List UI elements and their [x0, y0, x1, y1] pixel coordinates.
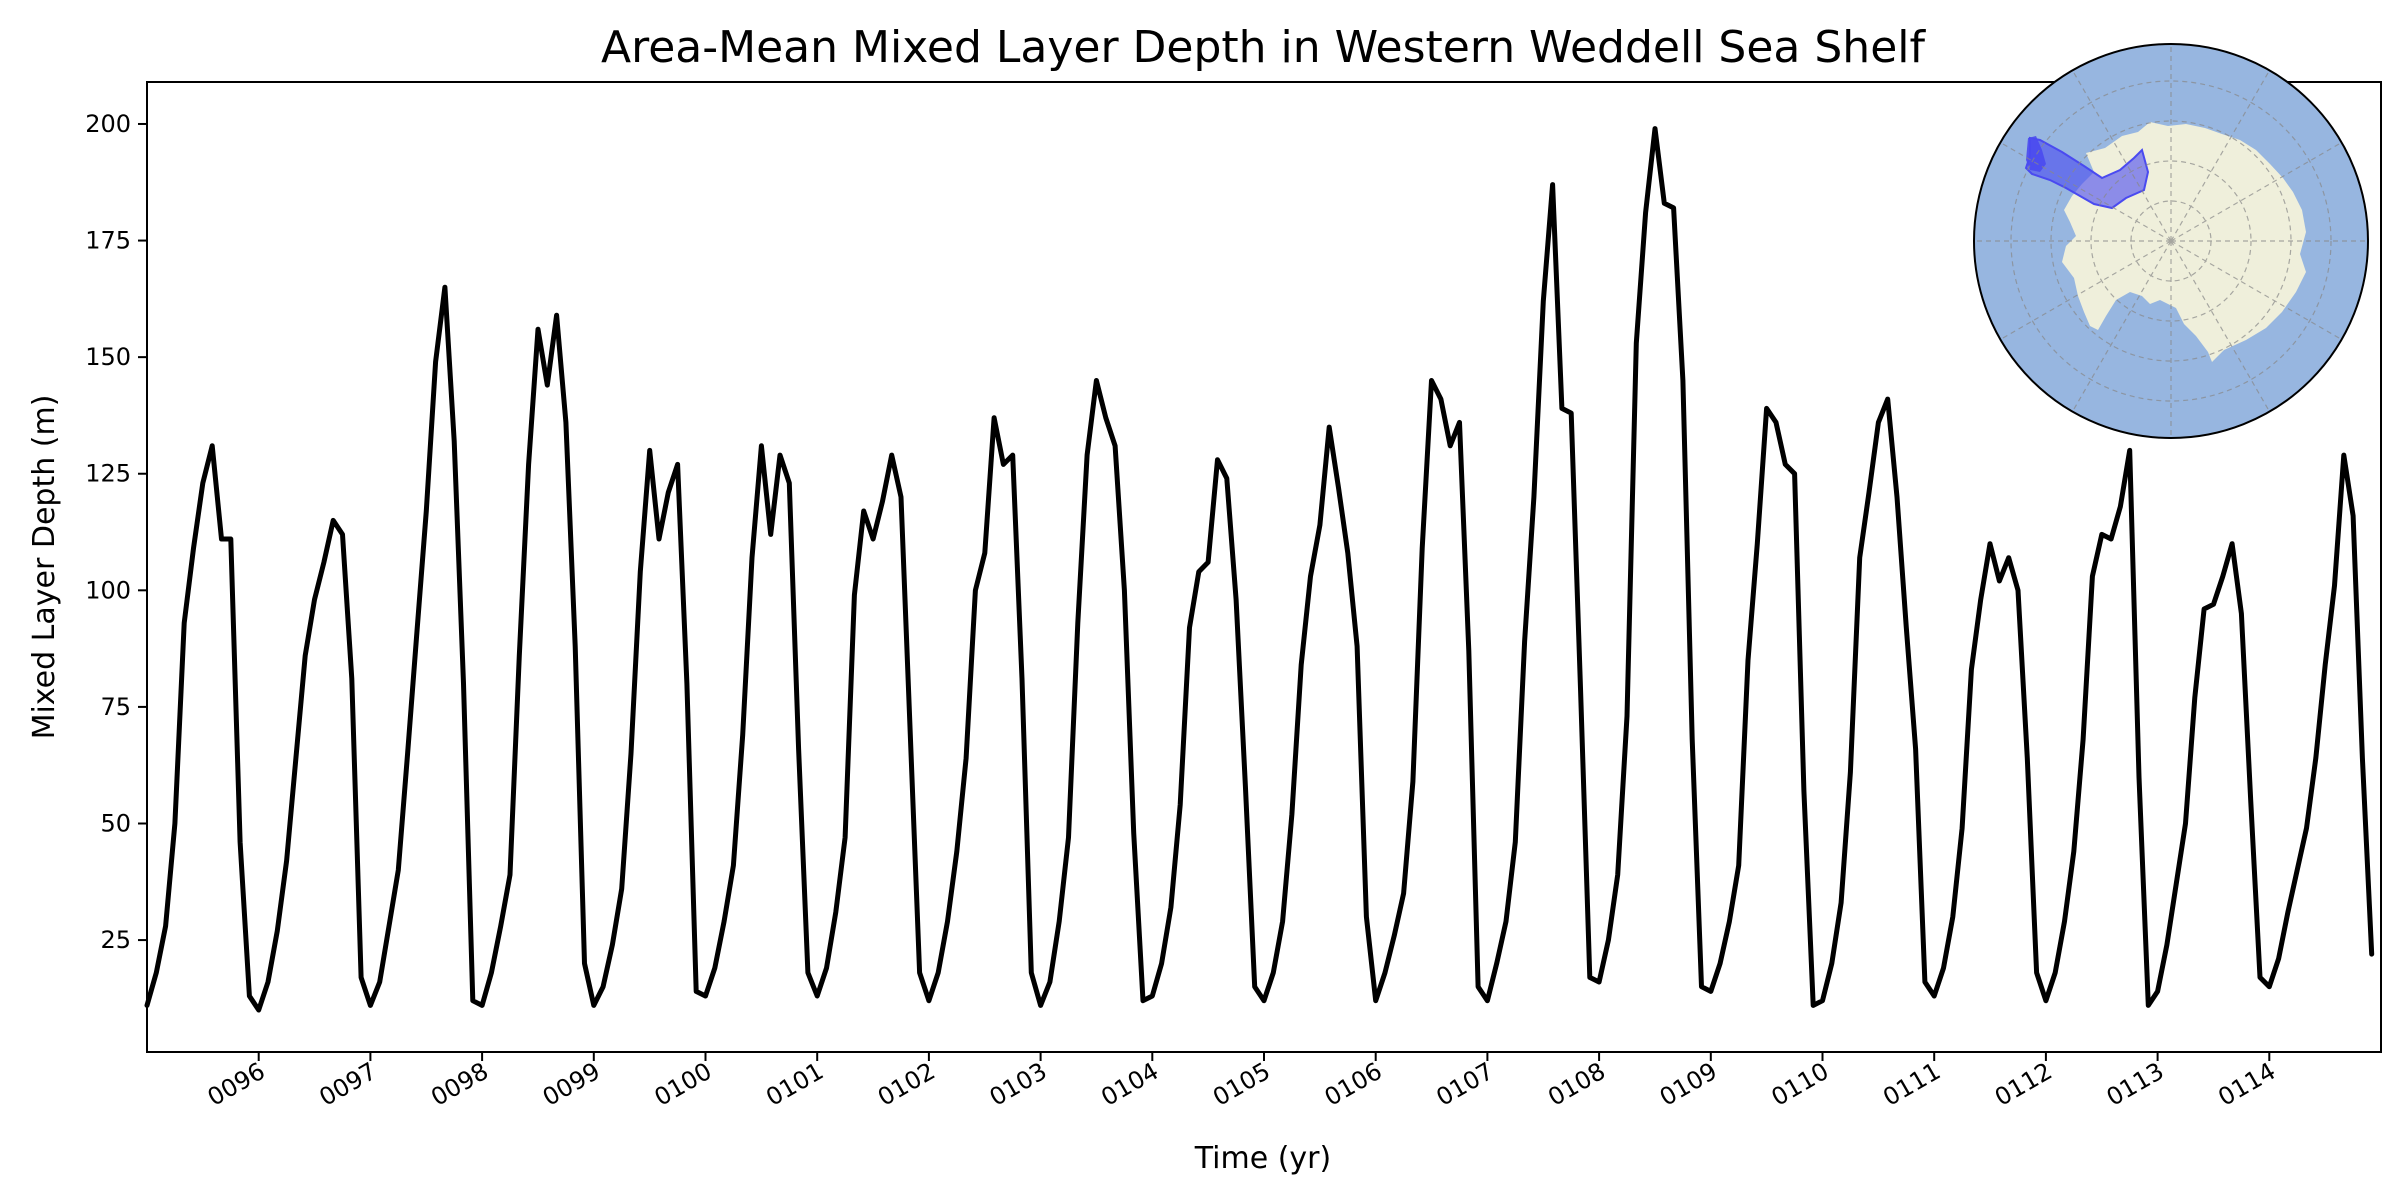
- x-tick-label: 0103: [985, 1057, 1052, 1112]
- y-tick-label: 75: [100, 693, 131, 721]
- latitude-line: [2090, 160, 2252, 322]
- mld-series-line: [144, 126, 2375, 1013]
- x-tick-label: 0109: [1655, 1057, 1722, 1112]
- antarctica-inset-map: [1973, 43, 2369, 439]
- longitude-line: [1997, 240, 2172, 342]
- x-axis: 0096 0097 0098 0099 0100 0101 0102 0103 0104 0105…: [203, 1052, 2280, 1112]
- weddell-shelf-region: [2024, 136, 2150, 210]
- x-tick-label: 0113: [2102, 1057, 2169, 1112]
- x-tick-label: 0100: [650, 1057, 717, 1112]
- x-axis-label: Time (yr): [1194, 1141, 1331, 1176]
- y-tick-label: 150: [85, 343, 131, 371]
- x-tick-label: 0106: [1320, 1057, 1387, 1112]
- y-axis: 25 50 75 100 125 150 175 200: [85, 110, 147, 954]
- x-tick-label: 0096: [203, 1057, 270, 1112]
- longitude-line: [2070, 67, 2172, 242]
- map-border: [1973, 43, 2369, 439]
- longitude-line: [2170, 140, 2345, 242]
- x-tick-label: 0099: [538, 1057, 605, 1112]
- y-tick-label: 200: [85, 110, 131, 138]
- latitude-line: [2010, 80, 2332, 402]
- x-tick-label: 0102: [873, 1057, 940, 1112]
- y-tick-label: 100: [85, 576, 131, 604]
- chart-title: Area-Mean Mixed Layer Depth in Western W…: [601, 22, 1926, 73]
- longitude-line: [2070, 240, 2172, 415]
- x-tick-label: 0110: [1767, 1057, 1834, 1112]
- graticule: [1974, 44, 2368, 438]
- x-tick-label: 0101: [761, 1057, 828, 1112]
- x-tick-label: 0111: [1878, 1057, 1945, 1112]
- y-tick-label: 125: [85, 460, 131, 488]
- x-tick-label: 0098: [426, 1057, 493, 1112]
- x-tick-label: 0104: [1096, 1057, 1163, 1112]
- y-tick-label: 175: [85, 227, 131, 255]
- x-tick-label: 0114: [2213, 1057, 2280, 1112]
- y-tick-label: 50: [100, 809, 131, 837]
- antarctic-peninsula: [2026, 136, 2046, 172]
- x-tick-label: 0105: [1208, 1057, 1275, 1112]
- longitude-line: [2170, 240, 2345, 342]
- longitude-line: [2170, 240, 2272, 415]
- longitude-line: [1997, 140, 2172, 242]
- y-axis-label: Mixed Layer Depth (m): [27, 395, 62, 740]
- y-tick-label: 25: [100, 926, 131, 954]
- x-tick-label: 0107: [1432, 1057, 1499, 1112]
- x-tick-label: 0108: [1543, 1057, 1610, 1112]
- x-tick-label: 0112: [1990, 1057, 2057, 1112]
- longitude-line: [2170, 67, 2272, 242]
- x-tick-label: 0097: [315, 1057, 382, 1112]
